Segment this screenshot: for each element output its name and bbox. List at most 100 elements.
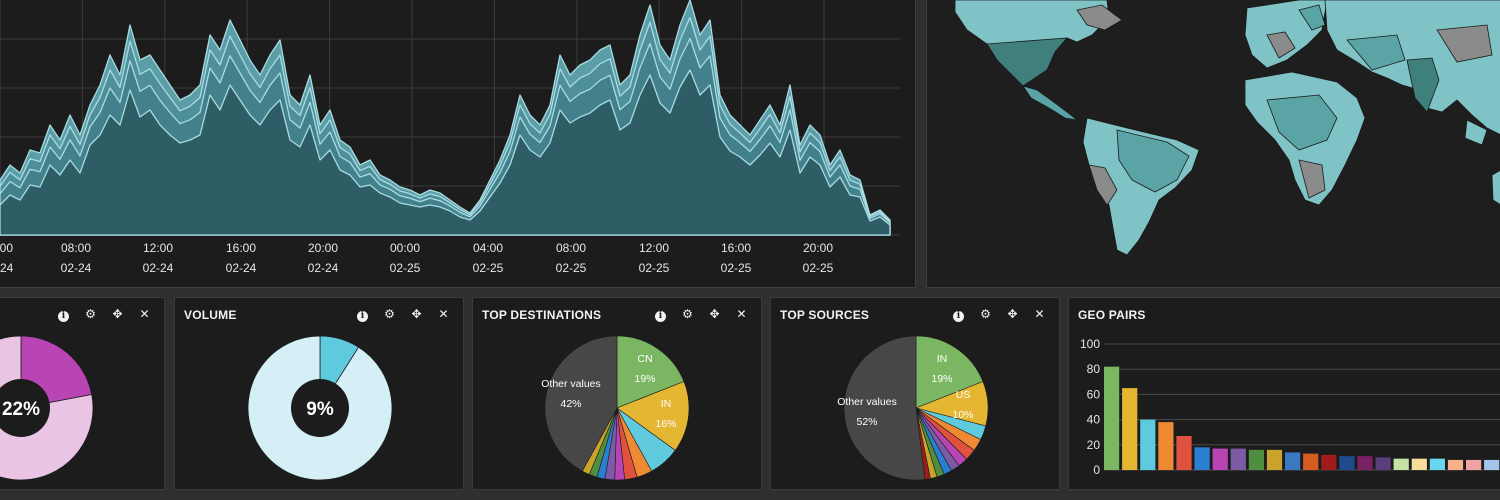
close-icon[interactable]: ✕	[139, 307, 150, 321]
move-icon[interactable]: ✥	[709, 307, 720, 321]
x-tick-label: 08:00 02-24	[46, 238, 106, 278]
info-icon[interactable]: i	[647, 307, 674, 322]
widget-toolbar: i ⚙ ✥ ✕	[647, 307, 755, 322]
gear-icon[interactable]: ⚙	[980, 307, 991, 321]
pie-slice[interactable]	[843, 335, 926, 481]
pie-chart[interactable]: CN 19% IN 16% Other values 42%	[473, 298, 762, 490]
y-tick-label: 60	[1087, 387, 1101, 401]
widget-toolbar: i ⚙ ✥ ✕	[945, 307, 1053, 322]
x-tick-label: 12:00 02-25	[624, 238, 684, 278]
bar[interactable]	[1429, 458, 1445, 470]
x-tick-label: 00:00 02-25	[375, 238, 435, 278]
bar[interactable]	[1484, 459, 1500, 470]
widget-title: TOP DESTINATIONS	[482, 308, 602, 322]
bar[interactable]	[1321, 454, 1337, 470]
map-europe[interactable]	[1244, 0, 1328, 69]
bar[interactable]	[1194, 447, 1210, 470]
widget-toolbar: i ⚙ ✥ ✕	[50, 307, 158, 322]
pie-label-name: Other values	[837, 396, 897, 408]
bar[interactable]	[1285, 452, 1301, 470]
move-icon[interactable]: ✥	[1007, 307, 1018, 321]
donut-chart[interactable]: 9%	[175, 298, 464, 490]
bar[interactable]	[1176, 435, 1192, 470]
pie-label-name: CN	[637, 353, 652, 365]
widget-first: i ⚙ ✥ ✕ 22%	[0, 297, 165, 490]
pie-slice[interactable]	[915, 335, 984, 409]
bar[interactable]	[1411, 458, 1427, 470]
bar[interactable]	[1466, 459, 1482, 470]
y-tick-label: 100	[1080, 337, 1100, 351]
x-tick-date: 02-24	[307, 261, 339, 275]
pie-slice[interactable]	[616, 335, 685, 409]
close-icon[interactable]: ✕	[438, 307, 449, 321]
bar[interactable]	[1140, 419, 1156, 470]
info-icon[interactable]: i	[945, 307, 972, 322]
x-tick-time: 08:00	[555, 241, 587, 255]
x-tick-time: 00:00	[389, 241, 421, 255]
move-icon[interactable]: ✥	[112, 307, 123, 321]
map-north-america[interactable]	[954, 0, 1123, 121]
world-map[interactable]	[927, 0, 1500, 288]
x-tick-label: 16:00 02-24	[211, 238, 271, 278]
map-asia[interactable]	[1324, 0, 1500, 205]
x-tick-time: 12:00	[638, 241, 670, 255]
x-tick-date: 02-25	[720, 261, 752, 275]
widget-title: VOLUME	[184, 308, 237, 322]
widget-title: GEO PAIRS	[1078, 308, 1146, 322]
x-tick-date: 02-24	[142, 261, 174, 275]
pie-slice[interactable]	[616, 381, 690, 451]
bar[interactable]	[1303, 453, 1319, 470]
gear-icon[interactable]: ⚙	[384, 307, 395, 321]
bar[interactable]	[1447, 459, 1464, 470]
timeline-area-chart[interactable]	[0, 0, 916, 288]
y-tick-label: 0	[1093, 463, 1100, 477]
timeline-panel: 00:00 02-24 08:00 02-24 12:00 02-24 16:00 02-24…	[0, 0, 916, 288]
pie-label-value: 10%	[952, 409, 973, 421]
bar[interactable]	[1393, 458, 1409, 470]
move-icon[interactable]: ✥	[411, 307, 422, 321]
area-series-4[interactable]	[0, 69, 891, 236]
pie-chart[interactable]: IN 19% US 10% Other values 52%	[771, 298, 1060, 490]
widget-geo-pairs: GEO PAIRS 0 20 40 60 80 100	[1068, 297, 1500, 490]
bar[interactable]	[1357, 456, 1373, 470]
x-tick-date: 02-25	[555, 261, 587, 275]
bar[interactable]	[1339, 456, 1355, 470]
bar[interactable]	[1375, 457, 1391, 470]
close-icon[interactable]: ✕	[1034, 307, 1045, 321]
info-icon[interactable]: i	[349, 307, 376, 322]
gear-icon[interactable]: ⚙	[85, 307, 96, 321]
x-tick-label: 04:00 02-25	[458, 238, 518, 278]
bar[interactable]	[1266, 449, 1283, 470]
donut-chart[interactable]: 22%	[0, 298, 165, 490]
close-icon[interactable]: ✕	[736, 307, 747, 321]
bar[interactable]	[1104, 366, 1120, 470]
x-tick-date: 02-25	[802, 261, 834, 275]
world-map-panel	[926, 0, 1500, 288]
y-tick-label: 40	[1087, 413, 1101, 427]
y-tick-label: 20	[1087, 438, 1101, 452]
x-tick-time: 20:00	[802, 241, 834, 255]
gear-icon[interactable]: ⚙	[682, 307, 693, 321]
x-tick-label: 08:00 02-25	[541, 238, 601, 278]
widget-title: TOP SOURCES	[780, 308, 870, 322]
pie-label-name: IN	[937, 353, 948, 365]
donut-center-label: 9%	[306, 399, 334, 420]
pie-label-value: 19%	[634, 373, 655, 385]
x-tick-label: 12:00 02-24	[128, 238, 188, 278]
bar[interactable]	[1212, 448, 1228, 470]
widget-top-sources: TOP SOURCES i ⚙ ✥ ✕ IN 19% US 10% Other valu…	[770, 297, 1060, 490]
x-tick-date: 02-24	[60, 261, 92, 275]
pie-label-name: IN	[661, 398, 672, 410]
x-tick-label: 20:00 02-25	[788, 238, 848, 278]
bar-chart[interactable]: 0 20 40 60 80 100	[1069, 298, 1500, 490]
bar[interactable]	[1122, 388, 1138, 470]
info-icon[interactable]: i	[50, 307, 77, 322]
map-south-america[interactable]	[1082, 117, 1200, 256]
x-tick-date: 02-24	[225, 261, 257, 275]
bar[interactable]	[1248, 449, 1264, 470]
map-africa[interactable]	[1244, 71, 1366, 206]
bar[interactable]	[1230, 448, 1246, 470]
pie-slice[interactable]	[544, 335, 618, 472]
x-tick-date: 02-25	[638, 261, 670, 275]
bar[interactable]	[1158, 422, 1174, 470]
